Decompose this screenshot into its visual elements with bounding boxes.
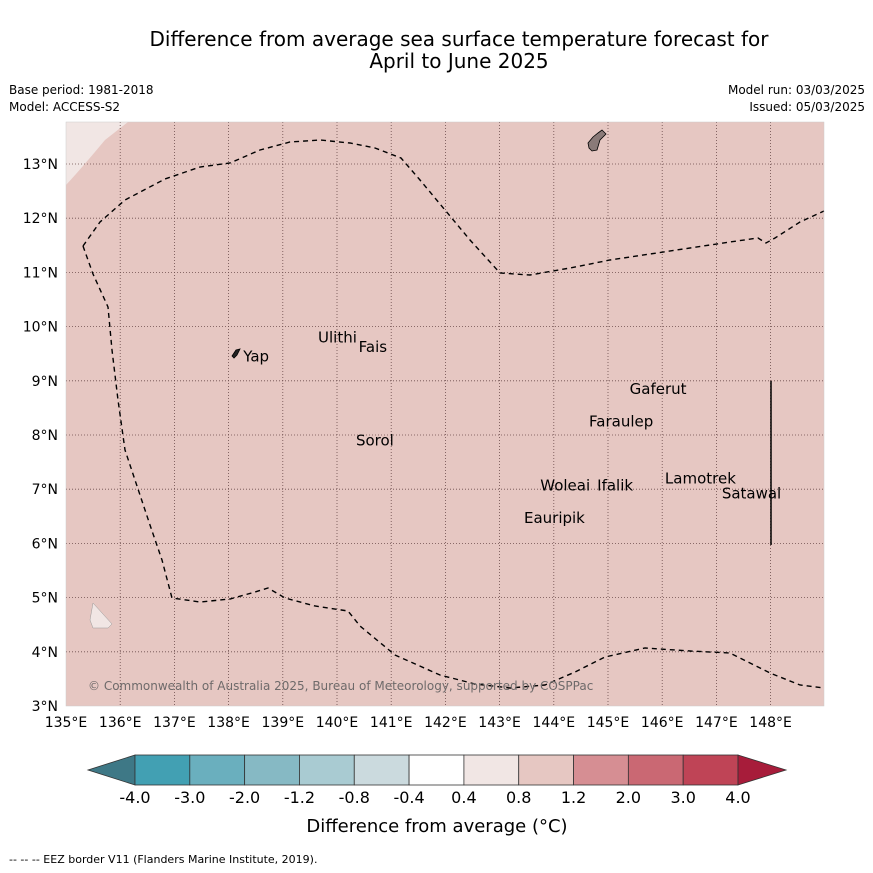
eez-border-north [82, 139, 825, 276]
place-label: Woleai [540, 476, 590, 494]
lon-tick-label: 135°E [45, 715, 88, 731]
anomaly-corner-light [66, 122, 128, 185]
lon-tick-label: 142°E [424, 715, 467, 731]
colorbar-tick-label: -1.2 [284, 788, 315, 807]
colorbar-tick-label: -3.0 [174, 788, 205, 807]
lon-tick-label: 148°E [749, 715, 792, 731]
longitude-labels: 135°E 136°E 137°E 138°E 139°E 140°E 141°E 142°E… [45, 715, 792, 731]
lon-tick-label: 146°E [641, 715, 684, 731]
place-label: Lamotrek [665, 469, 736, 487]
lat-tick-label: 10°N [23, 320, 58, 336]
colorbar-segment [463, 754, 520, 786]
title-line-2: April to June 2025 [369, 49, 549, 73]
issued-date: Issued: 05/03/2025 [749, 100, 865, 114]
colorbar-tick-label: 3.0 [670, 788, 695, 807]
lon-tick-label: 136°E [99, 715, 142, 731]
lat-tick-label: 6°N [32, 536, 58, 552]
lat-tick-label: 8°N [32, 428, 58, 444]
lon-tick-label: 137°E [153, 715, 196, 731]
latitude-labels: 3°N 4°N 5°N 6°N 7°N 8°N 9°N 10°N 11°N 12°N 13°N [23, 157, 58, 715]
lon-tick-label: 143°E [478, 715, 521, 731]
colorbar-segment [189, 754, 246, 786]
colorbar-tick-label: -4.0 [119, 788, 150, 807]
colorbar-tick-label: 0.8 [506, 788, 531, 807]
colorbar-tick-label: -0.4 [393, 788, 424, 807]
colorbar-segment [244, 754, 300, 786]
lat-tick-label: 7°N [32, 482, 58, 498]
colorbar-segment [408, 754, 465, 786]
chart-title: Difference from average sea surface temp… [0, 28, 873, 72]
lat-tick-label: 4°N [32, 645, 58, 661]
lon-tick-label: 138°E [207, 715, 250, 731]
eez-border [82, 245, 825, 689]
model-name: Model: ACCESS-S2 [9, 100, 121, 114]
place-label: Gaferut [630, 380, 687, 398]
lon-tick-label: 141°E [370, 715, 413, 731]
lat-tick-label: 12°N [23, 211, 58, 227]
eez-legend-footer: -- -- -- EEZ border V11 (Flanders Marine… [9, 853, 318, 866]
copyright-notice: © Commonwealth of Australia 2025, Bureau… [88, 679, 593, 693]
lon-tick-label: 144°E [533, 715, 576, 731]
title-line-1: Difference from average sea surface temp… [149, 27, 769, 51]
meta-left: Base period: 1981-2018 Model: ACCESS-S2 [9, 82, 154, 116]
colorbar-segment [518, 754, 574, 786]
colorbar-tick-label: 4.0 [725, 788, 750, 807]
colorbar-segment [134, 754, 191, 786]
place-label: Sorol [356, 431, 394, 449]
colorbar-segment [573, 754, 629, 786]
place-label: Faraulep [589, 412, 653, 430]
colorbar-tick-label: 0.4 [451, 788, 476, 807]
guam-island [587, 129, 607, 152]
colorbar-over-arrow [737, 754, 788, 786]
meta-right: Model run: 03/03/2025 Issued: 05/03/2025 [728, 82, 865, 116]
lat-tick-label: 3°N [32, 699, 58, 715]
place-label: Fais [359, 338, 388, 356]
colorbar-tick-label: 2.0 [616, 788, 641, 807]
model-run: Model run: 03/03/2025 [727, 83, 865, 97]
colorbar-tick-label: -0.8 [339, 788, 370, 807]
colorbar-segment [353, 754, 410, 786]
colorbar-segment [682, 754, 739, 786]
lat-tick-label: 9°N [32, 374, 58, 390]
lat-tick-label: 5°N [32, 591, 58, 607]
lon-tick-label: 140°E [316, 715, 359, 731]
base-period: Base period: 1981-2018 [9, 83, 154, 97]
place-label: Ifalik [597, 476, 633, 494]
lon-tick-label: 145°E [587, 715, 630, 731]
lon-tick-label: 139°E [262, 715, 305, 731]
place-label: Eauripik [524, 509, 585, 527]
colorbar-tick-label: -2.0 [229, 788, 260, 807]
colorbar-title: Difference from average (°C) [306, 816, 567, 837]
colorbar-segment [299, 754, 355, 786]
gridlines [66, 122, 824, 706]
yap-island [231, 348, 241, 359]
colorbar-segment [627, 754, 684, 786]
lon-tick-label: 147°E [695, 715, 738, 731]
anomaly-patch-light [89, 602, 113, 629]
colorbar-under-arrow [86, 754, 136, 786]
lat-tick-label: 11°N [23, 265, 58, 281]
colorbar-tick-label: 1.2 [561, 788, 586, 807]
map-frame [65, 121, 825, 707]
colorbar: -4.0 -3.0 -2.0 -1.2 -0.8 -0.4 0.4 0.8 1.2 2.0 3.0 4… [86, 754, 788, 807]
place-label: Satawal [722, 485, 781, 503]
lat-tick-label: 13°N [23, 157, 58, 173]
place-label: Ulithi [318, 328, 357, 346]
place-label: Yap [242, 347, 269, 365]
